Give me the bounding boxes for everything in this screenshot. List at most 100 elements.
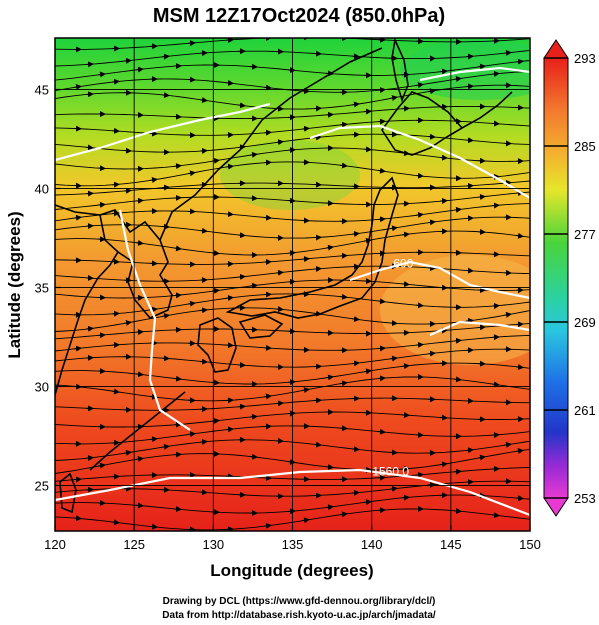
x-tick-label: 135 [282, 537, 304, 552]
wind-arrow [515, 448, 524, 455]
wind-arrow [363, 368, 372, 375]
wind-arrow [377, 428, 386, 435]
wind-arrow [453, 376, 462, 383]
wind-arrow [97, 201, 106, 208]
colorbar: 293 285 277 269 261 253 [543, 39, 596, 517]
wind-arrow [123, 57, 132, 64]
wind-arrow [491, 432, 500, 439]
wind-arrow [287, 379, 296, 386]
contour-labels: 1560.0 600 [372, 257, 413, 479]
wind-arrow [325, 244, 334, 251]
wind-arrow [415, 211, 424, 218]
wind-arrow [287, 458, 296, 465]
wind-arrow [237, 273, 246, 280]
coastline-kyushu [197, 317, 237, 373]
wind-streamlines [55, 38, 530, 531]
wind-arrow [123, 320, 132, 326]
wind-arrow [415, 82, 424, 89]
wind-arrow [73, 214, 82, 221]
contour-label: 1560.0 [372, 465, 409, 479]
coastlines [55, 38, 513, 514]
wind-arrow [477, 454, 486, 461]
colorbar-tick-label: 277 [574, 227, 596, 242]
wind-arrow [351, 360, 360, 367]
wind-arrow [453, 206, 462, 213]
warm-anomaly-east [380, 255, 530, 365]
wind-arrow [415, 172, 424, 179]
wind-arrow [199, 307, 208, 314]
wind-arrow [237, 102, 246, 109]
wind-arrow [199, 438, 208, 445]
wind-arrow [225, 79, 234, 86]
wind-arrow [491, 302, 500, 309]
contour-1440-north [55, 102, 271, 162]
wind-arrow [339, 380, 348, 387]
wind-arrow [173, 245, 182, 252]
contour-1500-east [349, 260, 530, 300]
colorbar-scale [543, 57, 569, 499]
wind-arrow [427, 481, 436, 488]
wind-arrow [249, 413, 258, 420]
colorbar-tick-label: 261 [574, 403, 596, 418]
wind-arrow [325, 111, 334, 118]
wind-arrow [339, 121, 348, 128]
wind-arrow [301, 125, 310, 132]
colorbar-tick-label: 285 [574, 139, 596, 154]
x-tick-label: 125 [123, 537, 145, 552]
wind-arrow [73, 84, 82, 91]
x-axis-ticks: 120 125 130 135 140 145 150 [44, 525, 541, 552]
wind-arrow [491, 381, 500, 388]
plot-area: 1560.0 600 [55, 38, 530, 531]
wind-arrow [515, 495, 524, 502]
wind-arrow [465, 53, 474, 60]
wind-arrow [225, 295, 234, 301]
wind-arrow [351, 316, 360, 323]
wind-arrow [111, 127, 120, 134]
wind-arrow [301, 256, 310, 263]
wind-arrow [377, 216, 386, 223]
wind-arrow [149, 436, 158, 443]
coastline-korea [99, 209, 173, 319]
streamline [55, 508, 530, 531]
streamline [55, 376, 530, 402]
wind-arrow [465, 317, 474, 324]
wind-arrow [453, 468, 462, 475]
y-tick-label: 40 [35, 181, 49, 196]
coastline-shikoku [238, 314, 284, 339]
wind-arrow [491, 512, 500, 519]
contour-1440-ne [419, 66, 530, 82]
wind-arrow [301, 517, 310, 524]
wind-arrow [415, 471, 424, 478]
wind-arrow [363, 237, 372, 244]
wind-arrow [389, 95, 398, 102]
wind-arrow [135, 66, 144, 73]
contour-1500-loop [429, 320, 530, 337]
wind-arrow [363, 108, 372, 115]
wind-arrow [73, 476, 82, 483]
wind-arrow [275, 139, 284, 146]
y-tick-label: 35 [35, 280, 49, 295]
y-tick-label: 45 [35, 82, 49, 97]
wind-arrow [287, 250, 296, 257]
wind-arrow [135, 371, 144, 378]
wind-arrow [351, 446, 360, 453]
wind-arrow [287, 197, 296, 204]
wind-arrow [439, 197, 448, 204]
wind-arrow [439, 68, 448, 75]
wind-arrow [173, 506, 182, 513]
wind-arrow [149, 523, 158, 530]
wind-arrow [85, 455, 94, 462]
wind-arrow [313, 441, 322, 448]
wind-arrow [225, 211, 234, 218]
wind-arrow [275, 306, 284, 313]
contour-1560 [55, 468, 530, 517]
wind-arrow [275, 400, 284, 407]
wind-arrow [187, 431, 196, 438]
x-axis-label: Longitude (degrees) [210, 561, 373, 580]
wind-arrow [427, 350, 436, 357]
wind-arrow [415, 341, 424, 348]
contour-label: 600 [393, 257, 413, 271]
wind-arrow [465, 137, 474, 144]
wind-arrow [313, 134, 322, 141]
